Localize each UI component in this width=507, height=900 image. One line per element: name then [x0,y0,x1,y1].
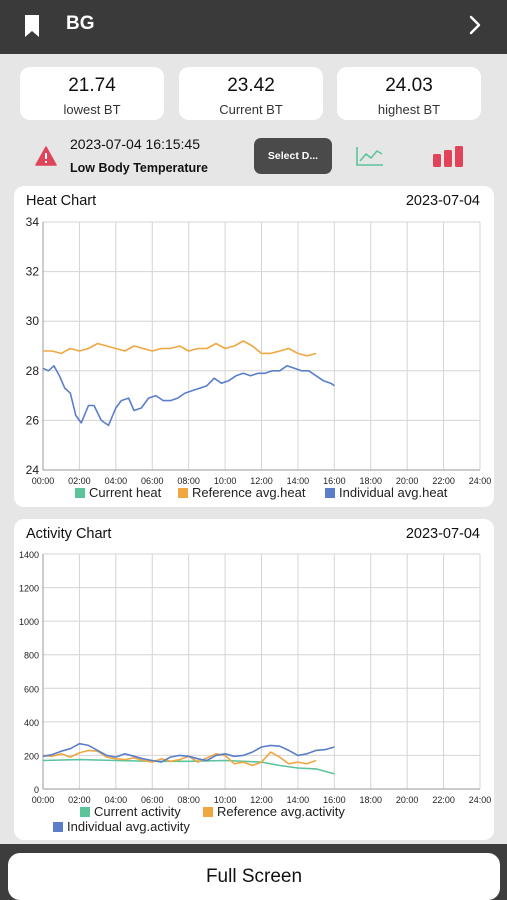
activity-chart-title: Activity Chart [26,526,112,542]
lowest-bt-label: lowest BT [63,102,121,117]
x-tick-label: 16:00 [323,476,346,486]
top-bar: BG [0,0,507,54]
bookmark-icon[interactable] [24,14,40,43]
legend-label: Individual avg.heat [339,485,448,500]
y-tick-label: 24 [26,463,40,477]
bar-chart-icon[interactable] [432,145,464,172]
x-tick-label: 08:00 [177,476,200,486]
series-line [42,749,317,767]
x-tick-label: 20:00 [396,476,419,486]
x-tick-label: 24:00 [469,795,492,805]
legend-swatch [178,488,188,498]
y-tick-label: 0 [34,785,39,795]
y-tick-label: 600 [24,684,39,694]
y-tick-label: 1000 [19,617,39,627]
lowest-bt-card: 21.74 lowest BT [20,67,164,120]
y-tick-label: 32 [26,265,40,279]
series-line [42,758,335,775]
x-tick-label: 12:00 [250,795,273,805]
x-tick-label: 02:00 [68,795,91,805]
legend-label: Current heat [89,485,162,500]
legend-label: Current activity [94,804,181,819]
legend-swatch [75,488,85,498]
legend-swatch [80,807,90,817]
current-bt-value: 23.42 [227,75,275,96]
x-tick-label: 22:00 [432,795,455,805]
x-tick-label: 06:00 [141,476,164,486]
current-bt-card: 23.42 Current BT [179,67,323,120]
x-tick-label: 06:00 [141,795,164,805]
lowest-bt-value: 21.74 [68,75,116,96]
full-screen-button[interactable]: Full Screen [8,853,500,900]
x-tick-label: 16:00 [323,795,346,805]
y-tick-label: 200 [24,751,39,761]
legend-label: Reference avg.heat [192,485,306,500]
heat-chart-title: Heat Chart [26,193,97,209]
highest-bt-card: 24.03 highest BT [337,67,481,120]
page-title: BG [66,13,95,34]
legend-swatch [53,822,63,832]
y-tick-label: 26 [26,413,40,427]
y-tick-label: 34 [26,215,40,229]
y-tick-label: 400 [24,718,39,728]
x-tick-label: 10:00 [214,476,237,486]
x-tick-label: 02:00 [68,476,91,486]
x-tick-label: 22:00 [432,476,455,486]
warning-icon [35,146,57,171]
legend-swatch [203,807,213,817]
x-tick-label: 00:00 [32,476,55,486]
series-line [43,340,317,357]
heat-chart-panel: Heat Chart 2023-07-04 00:00 02:00 04:00 06:… [14,186,494,507]
select-date-button[interactable]: Select D... [254,138,332,174]
current-bt-label: Current BT [219,102,283,117]
x-tick-label: 08:00 [177,795,200,805]
x-tick-label: 14:00 [287,795,310,805]
y-tick-label: 30 [26,314,40,328]
y-tick-label: 800 [24,651,39,661]
activity-chart: 00:00 02:00 04:00 06:00 08:00 10:00 12:00 14:00… [19,550,492,834]
x-tick-label: 18:00 [359,476,382,486]
x-tick-label: 12:00 [250,476,273,486]
x-tick-label: 04:00 [105,795,128,805]
alert-message: Low Body Temperature [70,161,208,175]
x-tick-label: 00:00 [32,795,55,805]
x-tick-label: 18:00 [359,795,382,805]
highest-bt-label: highest BT [377,102,441,117]
legend-label: Individual avg.activity [67,819,190,834]
x-tick-label: 20:00 [396,795,419,805]
y-tick-label: 1400 [19,550,39,560]
x-tick-label: 14:00 [287,476,310,486]
activity-chart-date: 2023-07-04 [405,526,480,542]
line-chart-icon[interactable] [355,145,385,172]
x-tick-label: 10:00 [214,795,237,805]
x-tick-label: 24:00 [469,476,492,486]
alert-timestamp: 2023-07-04 16:15:45 [70,136,200,152]
highest-bt-value: 24.03 [385,75,433,96]
chevron-right-icon[interactable] [469,15,481,40]
legend-label: Reference avg.activity [217,804,345,819]
series-line [42,742,335,763]
x-tick-label: 04:00 [105,476,128,486]
y-tick-label: 28 [26,364,40,378]
heat-chart-date: 2023-07-04 [405,193,480,209]
activity-chart-panel: Activity Chart 2023-07-04 00:00 02:00 04:0… [14,519,494,840]
heat-chart: 00:00 02:00 04:00 06:00 08:00 10:00 12:00 14:00… [26,215,492,500]
legend-swatch [325,488,335,498]
series-line [42,365,335,427]
y-tick-label: 1200 [19,584,39,594]
